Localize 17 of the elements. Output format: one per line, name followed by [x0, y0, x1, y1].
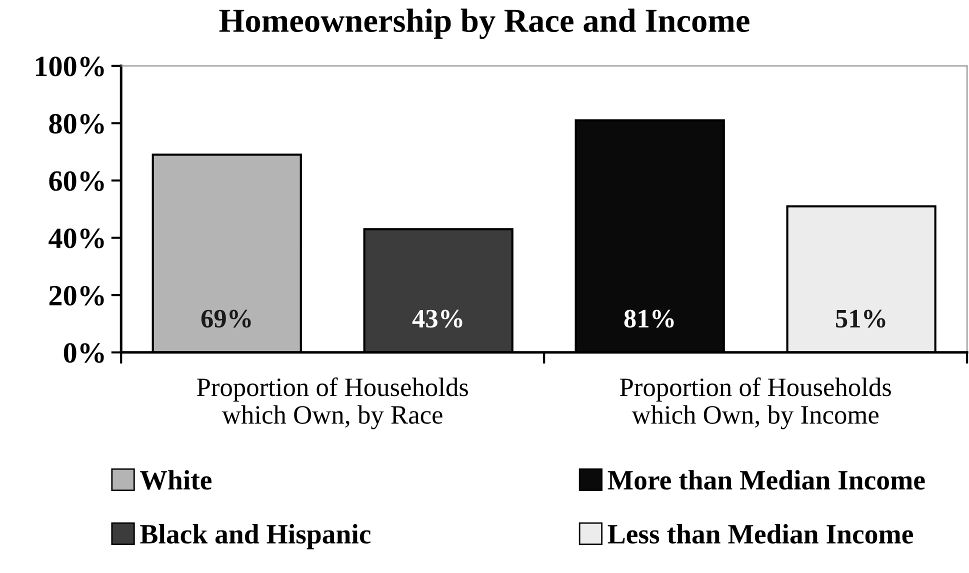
data-label: 81%	[624, 310, 674, 328]
y-tick-label: 40%	[48, 228, 104, 248]
legend-label: More than Median Income	[608, 470, 925, 490]
legend-label: Black and Hispanic	[140, 524, 371, 550]
x-tick-label: Proportion of Households which Own, by Race	[197, 377, 468, 430]
y-tick-label: 20%	[49, 286, 104, 306]
legend-label: White	[140, 470, 212, 490]
y-tick-label: 80%	[49, 114, 104, 134]
data-label: 43%	[412, 310, 462, 328]
y-tick-label: 60%	[49, 171, 104, 191]
data-label: 69%	[201, 310, 251, 328]
y-tick-label: 0%	[64, 343, 104, 363]
x-tick-label: Proportion of Households which Own, by Income	[620, 377, 891, 430]
legend-label: Less than Median Income	[608, 524, 913, 544]
data-label: 51%	[836, 310, 886, 328]
y-tick-label: 100%	[36, 56, 104, 76]
chart-title: Homeownership by Race and Income	[219, 8, 750, 39]
